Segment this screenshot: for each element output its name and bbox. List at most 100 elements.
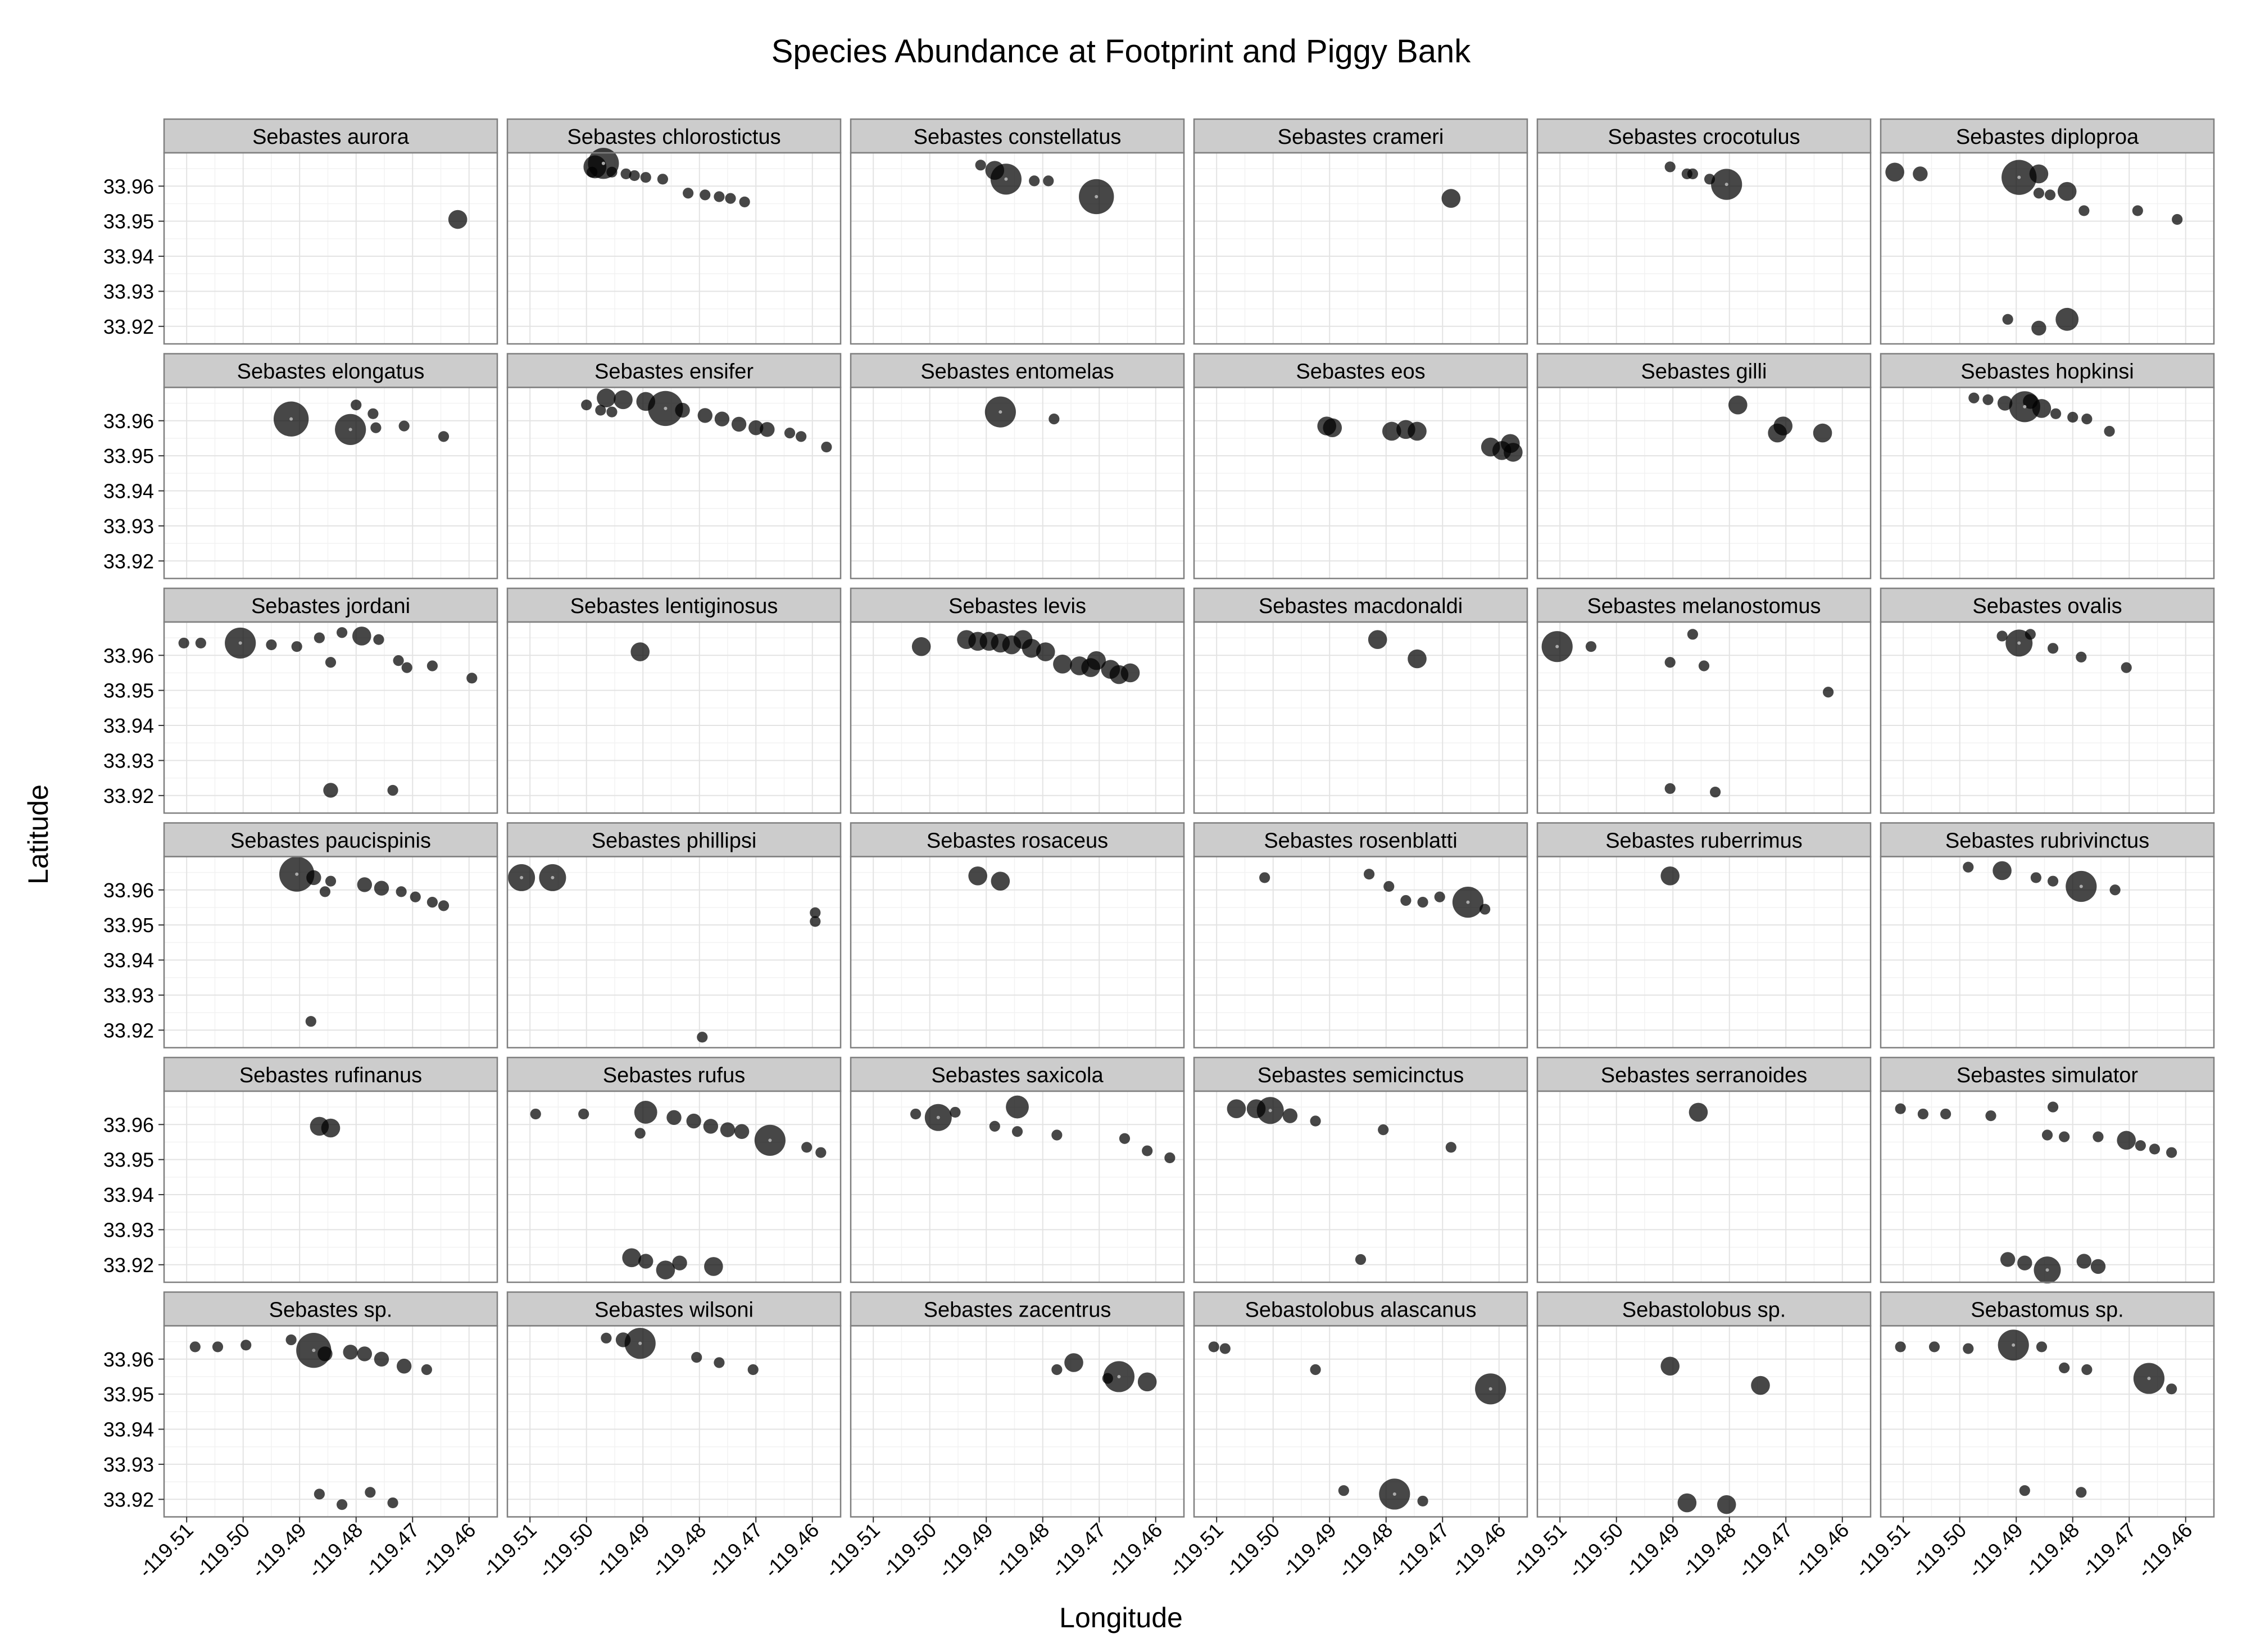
data-point [2055, 307, 2079, 331]
data-point [731, 416, 747, 432]
data-point [720, 1122, 736, 1137]
data-point [2033, 188, 2045, 199]
data-point [357, 877, 373, 892]
y-tick-label: 33.93 [103, 1218, 154, 1241]
panel-background [851, 387, 1184, 579]
data-point [700, 189, 711, 201]
data-point [240, 1340, 252, 1351]
facet-panel: Sebastes elongatus 33.92 33.93 33.94 33.95 33… [103, 353, 498, 579]
y-tick-label: 33.96 [103, 879, 154, 902]
x-tick-label: -119.46 [416, 1518, 480, 1582]
data-point [337, 1499, 348, 1510]
panel-border [1536, 152, 1872, 345]
facet-strip [163, 1291, 498, 1327]
data-point [1368, 630, 1387, 649]
data-point [314, 632, 325, 643]
data-point-highlight [1004, 177, 1008, 181]
data-point [367, 408, 379, 419]
panel-background [1194, 387, 1527, 579]
data-point [2047, 875, 2059, 887]
panel-border [163, 856, 498, 1049]
x-tick-label: -119.50 [1564, 1518, 1627, 1582]
data-point [1400, 895, 1412, 906]
data-point [1963, 1343, 1974, 1354]
data-point-highlight [1392, 1492, 1396, 1496]
data-point [2047, 1101, 2059, 1113]
facet-strip-label: Sebastomus sp. [1971, 1299, 2123, 1322]
data-point [1687, 168, 1698, 180]
x-tick-label: -119.47 [1390, 1518, 1453, 1582]
y-tick-label: 33.96 [103, 410, 154, 433]
data-point-highlight [312, 1349, 316, 1353]
x-tick-label: -119.50 [1907, 1518, 1971, 1582]
panel-border [506, 621, 842, 814]
panel-border [163, 387, 498, 579]
data-point [2041, 1129, 2053, 1141]
data-point [2117, 1131, 2136, 1150]
y-tick-label: 33.93 [103, 749, 154, 772]
y-tick-label: 33.92 [103, 550, 154, 573]
data-point [1051, 1129, 1063, 1141]
data-point-highlight [664, 406, 668, 410]
data-point [1417, 1495, 1428, 1507]
data-point-highlight [1488, 1387, 1492, 1391]
data-point [2172, 214, 2183, 225]
data-point [396, 886, 407, 897]
y-tick-label: 33.92 [103, 315, 154, 338]
facet-strip [506, 353, 842, 388]
x-tick-label: -119.48 [303, 1518, 367, 1582]
data-point [1895, 1341, 1906, 1353]
data-point-highlight [2017, 175, 2021, 179]
panel-border [506, 387, 842, 579]
facet-panel: Sebastes diploproa [1880, 118, 2215, 345]
x-tick-label: -119.48 [1677, 1518, 1740, 1582]
panel-background [1537, 387, 1871, 579]
data-point [2076, 1254, 2092, 1269]
facet-strip-label: Sebastes rufus [603, 1064, 745, 1087]
y-tick-label: 33.94 [103, 480, 154, 503]
y-tick-label: 33.94 [103, 949, 154, 972]
panel-border [1880, 621, 2215, 814]
data-point [810, 907, 821, 918]
data-point [2132, 205, 2143, 216]
panel-border [1193, 856, 1528, 1049]
data-point [323, 783, 338, 798]
data-point [1051, 1364, 1063, 1376]
panel-border [1880, 1090, 2215, 1283]
x-tick-label: -119.48 [1333, 1518, 1397, 1582]
data-point [2017, 1255, 2032, 1270]
data-point [1142, 1145, 1153, 1156]
panel-background [851, 1326, 1184, 1517]
data-point [634, 1128, 646, 1139]
data-point [1363, 869, 1375, 880]
x-tick-label: -119.50 [534, 1518, 597, 1582]
panel-border [1880, 856, 2215, 1049]
facet-strip-label: Sebastes gilli [1641, 360, 1767, 384]
data-point [1434, 891, 1445, 902]
data-point [597, 388, 616, 408]
panel-border [1536, 621, 1872, 814]
data-point [1917, 1108, 1928, 1120]
data-point [2166, 1383, 2177, 1395]
data-point [911, 637, 931, 656]
data-point [630, 642, 650, 661]
x-tick-label: -119.51 [1164, 1518, 1227, 1582]
data-point-highlight [1095, 194, 1099, 198]
data-point [1323, 418, 1342, 438]
panel-background [1881, 153, 2214, 344]
data-point [748, 420, 764, 435]
panel-border [850, 856, 1185, 1049]
data-point [2104, 425, 2115, 437]
facet-strip [1880, 822, 2215, 857]
data-point-highlight [2045, 1268, 2049, 1272]
panel-background [1194, 1326, 1527, 1517]
data-point [760, 422, 775, 437]
facet-strip-label: Sebastolobus sp. [1622, 1299, 1786, 1322]
facet-strip [506, 822, 842, 857]
x-tick-label: -119.51 [477, 1518, 541, 1582]
data-point [2050, 408, 2062, 419]
y-tick-label: 33.95 [103, 1149, 154, 1172]
panel-background [507, 1326, 841, 1517]
data-point [2078, 205, 2090, 216]
